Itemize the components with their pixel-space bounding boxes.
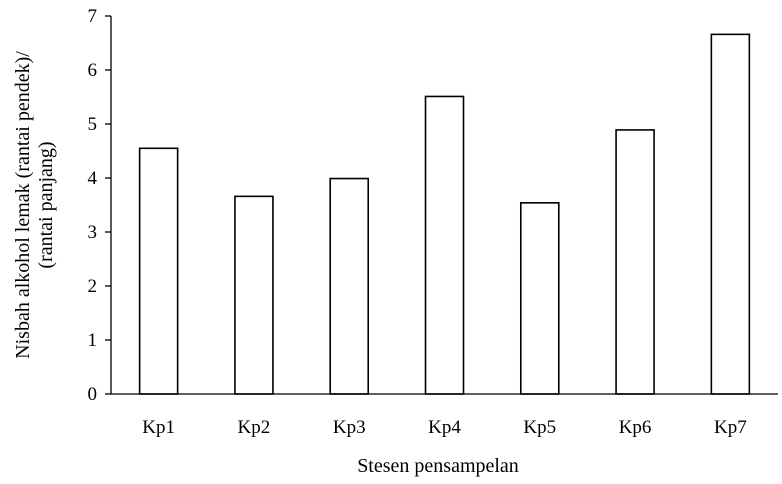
x-axis-ticks: Kp1 Kp2 Kp3 Kp4 Kp5 Kp6 Kp7 bbox=[142, 417, 746, 438]
y-tick-label: 2 bbox=[88, 276, 98, 297]
y-tick-label: 5 bbox=[88, 114, 98, 135]
x-tick-label: Kp5 bbox=[523, 417, 556, 438]
bar-kp4 bbox=[424, 95, 465, 395]
x-tick-label: Kp3 bbox=[333, 417, 366, 438]
bars bbox=[138, 33, 751, 395]
bar-kp3 bbox=[329, 177, 370, 395]
bar-kp1 bbox=[138, 147, 179, 395]
x-tick-label: Kp7 bbox=[714, 417, 747, 438]
x-axis-title: Stesen pensampelan bbox=[357, 455, 519, 477]
bar-kp6 bbox=[615, 129, 655, 395]
bar-kp5 bbox=[519, 202, 560, 395]
bar-kp7 bbox=[710, 33, 751, 395]
y-tick-label: 0 bbox=[88, 384, 98, 405]
x-tick-label: Kp2 bbox=[238, 417, 271, 438]
bar-kp2 bbox=[234, 195, 274, 395]
y-tick-label: 3 bbox=[88, 222, 98, 243]
y-axis-title: Nisbah alkohol lemak (rantai pendek)/ bbox=[12, 51, 34, 359]
y-tick-label: 4 bbox=[88, 168, 98, 189]
y-axis-title-line-1: Nisbah alkohol lemak (rantai pendek)/ bbox=[12, 51, 34, 359]
y-tick-label: 1 bbox=[88, 330, 98, 351]
y-tick-label: 6 bbox=[88, 60, 98, 81]
x-tick-label: Kp6 bbox=[619, 417, 652, 438]
x-tick-label: Kp1 bbox=[142, 417, 175, 438]
x-tick-label: Kp4 bbox=[428, 417, 461, 438]
y-axis-title-line-2-group: (rantai panjang) bbox=[35, 141, 57, 268]
y-tick-label: 7 bbox=[88, 6, 98, 27]
y-axis-title-line-2: (rantai panjang) bbox=[35, 141, 57, 268]
y-axis-ticks: 0 1 2 3 4 5 6 7 bbox=[88, 6, 111, 405]
